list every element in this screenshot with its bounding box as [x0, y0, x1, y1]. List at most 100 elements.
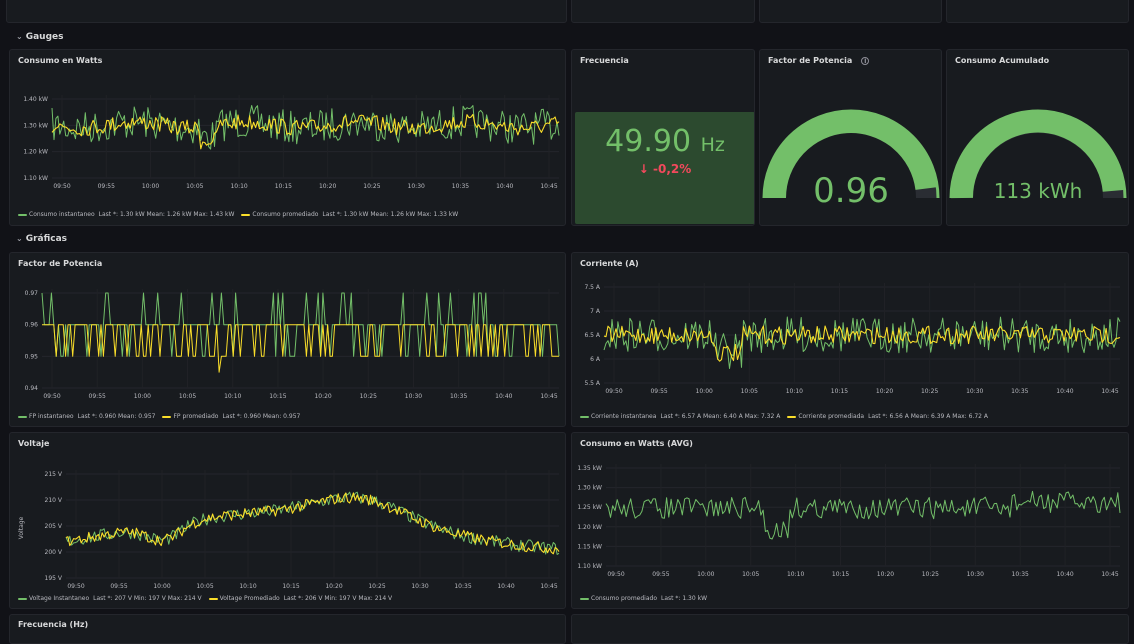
- x-tick-label: 10:20: [877, 571, 894, 578]
- x-tick-label: 10:45: [540, 183, 557, 190]
- gauge-threshold: [949, 109, 1127, 199]
- x-tick-label: 10:25: [363, 183, 380, 190]
- x-tick-label: 10:15: [282, 583, 299, 590]
- legend-stats: Last *: 1.30 kW Mean: 1.26 kW Max: 1.43 …: [98, 211, 235, 218]
- legend-item[interactable]: Voltage Instantaneo Last *: 207 V Min: 19…: [18, 595, 202, 602]
- series-consumo-promediado: [51, 113, 560, 150]
- x-tick-label: 10:40: [1056, 571, 1073, 578]
- chart-consumo-watts: 1.40 kW 1.30 kW 1.20 kW 1.10 kW 09:50 09:55 10…: [23, 95, 560, 190]
- legend-item[interactable]: Corriente promediada Last *: 6.56 A Mean:…: [787, 413, 988, 420]
- stat-delta: ↓ -0,2%: [575, 162, 754, 176]
- x-tick-label: 10:25: [921, 388, 938, 395]
- y-tick-label: 195 V: [45, 575, 63, 582]
- x-tick-label: 10:35: [450, 393, 467, 400]
- x-tick-label: 10:30: [411, 583, 428, 590]
- y-tick-label: 1.25 kW: [577, 504, 602, 511]
- panel-frecuencia-stat[interactable]: Frecuencia 49.90 Hz ↓ -0,2%: [571, 49, 755, 226]
- x-tick-label: 09:50: [43, 393, 60, 400]
- legend-series-name: FP instantaneo: [29, 413, 74, 420]
- legend-item[interactable]: FP promediado Last *: 0.960 Mean: 0.957: [162, 413, 300, 420]
- panel-factor-potencia-gauge[interactable]: Factor de Potencia i 0.96: [759, 49, 942, 226]
- chart-consumo-avg: 1.35 kW 1.30 kW 1.25 kW 1.20 kW 1.15 kW 1.10 …: [577, 464, 1121, 578]
- stat-unit: Hz: [700, 134, 725, 156]
- x-tick-label: 10:00: [697, 571, 714, 578]
- x-tick-label: 10:20: [314, 393, 331, 400]
- legend-series-name: Consumo promediado: [591, 595, 657, 602]
- arrow-down-icon: ↓: [638, 162, 649, 176]
- series-voltage-instantaneo: [65, 491, 560, 555]
- x-tick-label: 09:50: [607, 571, 624, 578]
- x-tick-label: 10:20: [876, 388, 893, 395]
- x-tick-label: 09:55: [650, 388, 667, 395]
- legend-color-mark: [162, 415, 172, 418]
- panel-fp-chart[interactable]: Factor de Potencia 0.97 0.96 0.95 0.94 09:50…: [9, 252, 566, 427]
- gauge-fill: [764, 111, 938, 199]
- x-tick-label: 09:55: [89, 393, 106, 400]
- y-tick-label: 1.15 kW: [577, 543, 602, 550]
- panel-title: Frecuencia: [580, 56, 629, 65]
- legend-stats: Last *: 0.960 Mean: 0.957: [222, 413, 301, 420]
- x-tick-label: 10:15: [832, 571, 849, 578]
- legend: Voltage Instantaneo Last *: 207 V Min: 19…: [18, 595, 396, 602]
- legend-series-name: Voltage Instantaneo: [29, 595, 90, 602]
- row-graficas[interactable]: ⌄ Gráficas: [16, 234, 67, 244]
- panel-corriente[interactable]: Corriente (A) 7.5 A 7 A 6.5 A 6 A 5.5 A 09:50…: [571, 252, 1129, 427]
- legend: Consumo instantaneo Last *: 1.30 kW Mean:…: [18, 211, 462, 218]
- x-tick-label: 10:45: [540, 393, 557, 400]
- x-tick-label: 10:00: [696, 388, 713, 395]
- x-tick-label: 09:50: [67, 583, 84, 590]
- x-tick-label: 10:20: [319, 183, 336, 190]
- panel-title: Factor de Potencia: [768, 56, 853, 65]
- y-tick-label: 7 A: [590, 308, 601, 315]
- panel-title: Consumo en Watts (AVG): [580, 439, 693, 448]
- x-tick-label: 10:20: [325, 583, 342, 590]
- y-tick-label: 200 V: [45, 549, 63, 556]
- x-tick-label: 10:35: [452, 183, 469, 190]
- legend-item[interactable]: Voltage Promediado Last *: 206 V Min: 197…: [208, 595, 393, 602]
- legend-series-name: Consumo instantaneo: [29, 211, 95, 218]
- legend-item[interactable]: Consumo promediado Last *: 1.30 kW Mean: …: [241, 211, 458, 218]
- gauge-consumo: 113 kWh: [949, 109, 1127, 203]
- y-tick-label: 6.5 A: [584, 332, 600, 339]
- y-axis-label: Voltage: [18, 516, 25, 539]
- panel-title: Consumo en Watts: [18, 56, 103, 65]
- x-tick-label: 10:30: [405, 393, 422, 400]
- x-tick-label: 10:25: [360, 393, 377, 400]
- panel-voltaje[interactable]: Voltaje Voltage 215 V 210 V 205 V 200 V 195 V…: [9, 432, 566, 609]
- x-tick-label: 10:10: [786, 388, 803, 395]
- legend-color-mark: [580, 415, 589, 418]
- x-tick-label: 10:25: [368, 583, 385, 590]
- panel-consumo-acumulado[interactable]: Consumo Acumulado 113 kWh: [946, 49, 1129, 226]
- x-tick-label: 10:00: [142, 183, 159, 190]
- x-tick-label: 09:55: [98, 183, 115, 190]
- x-tick-label: 10:45: [540, 583, 557, 590]
- row-gauges[interactable]: ⌄ Gauges: [16, 32, 63, 42]
- panel-frecuencia-hz[interactable]: Frecuencia (Hz): [9, 614, 566, 644]
- legend-color-mark: [18, 213, 27, 216]
- y-tick-label: 0.96: [25, 322, 39, 329]
- chevron-down-icon: ⌄: [16, 32, 23, 41]
- legend-item[interactable]: Consumo promediado Last *: 1.30 kW: [580, 595, 707, 602]
- gauge-value: 0.96: [813, 171, 889, 211]
- legend-item[interactable]: Consumo instantaneo Last *: 1.30 kW Mean:…: [18, 211, 234, 218]
- legend-item[interactable]: FP instantaneo Last *: 0.960 Mean: 0.957: [18, 413, 155, 420]
- legend-stats: Last *: 206 V Min: 197 V Max: 214 V: [283, 595, 393, 602]
- chart-voltaje: Voltage 215 V 210 V 205 V 200 V 195 V 09:50 09:…: [18, 470, 560, 590]
- legend-stats: Last *: 6.57 A Mean: 6.40 A Max: 7.32 A: [660, 413, 781, 420]
- legend-item[interactable]: Corriente instantanea Last *: 6.57 A Mean…: [580, 413, 780, 420]
- y-tick-label: 5.5 A: [584, 380, 600, 387]
- x-tick-label: 10:05: [742, 571, 759, 578]
- y-tick-label: 1.20 kW: [23, 149, 48, 156]
- panel-consumo-avg[interactable]: Consumo en Watts (AVG) 1.35 kW 1.30 kW 1.2…: [571, 432, 1129, 609]
- gauge-value: 113 kWh: [994, 179, 1083, 203]
- chevron-down-icon: ⌄: [16, 234, 23, 243]
- panel-consumo-watts[interactable]: Consumo en Watts 1.40 kW 1.30 kW 1.20 kW 1.…: [9, 49, 566, 226]
- series-consumo-promediado-avg: [605, 490, 1121, 540]
- series-fp-promediado: [42, 324, 559, 373]
- info-icon[interactable]: i: [861, 57, 870, 65]
- y-tick-label: 1.20 kW: [577, 524, 602, 531]
- top-panel-3: [759, 0, 942, 23]
- x-tick-label: 10:45: [1101, 571, 1118, 578]
- legend-stats: Last *: 0.960 Mean: 0.957: [77, 413, 156, 420]
- x-tick-label: 10:10: [224, 393, 241, 400]
